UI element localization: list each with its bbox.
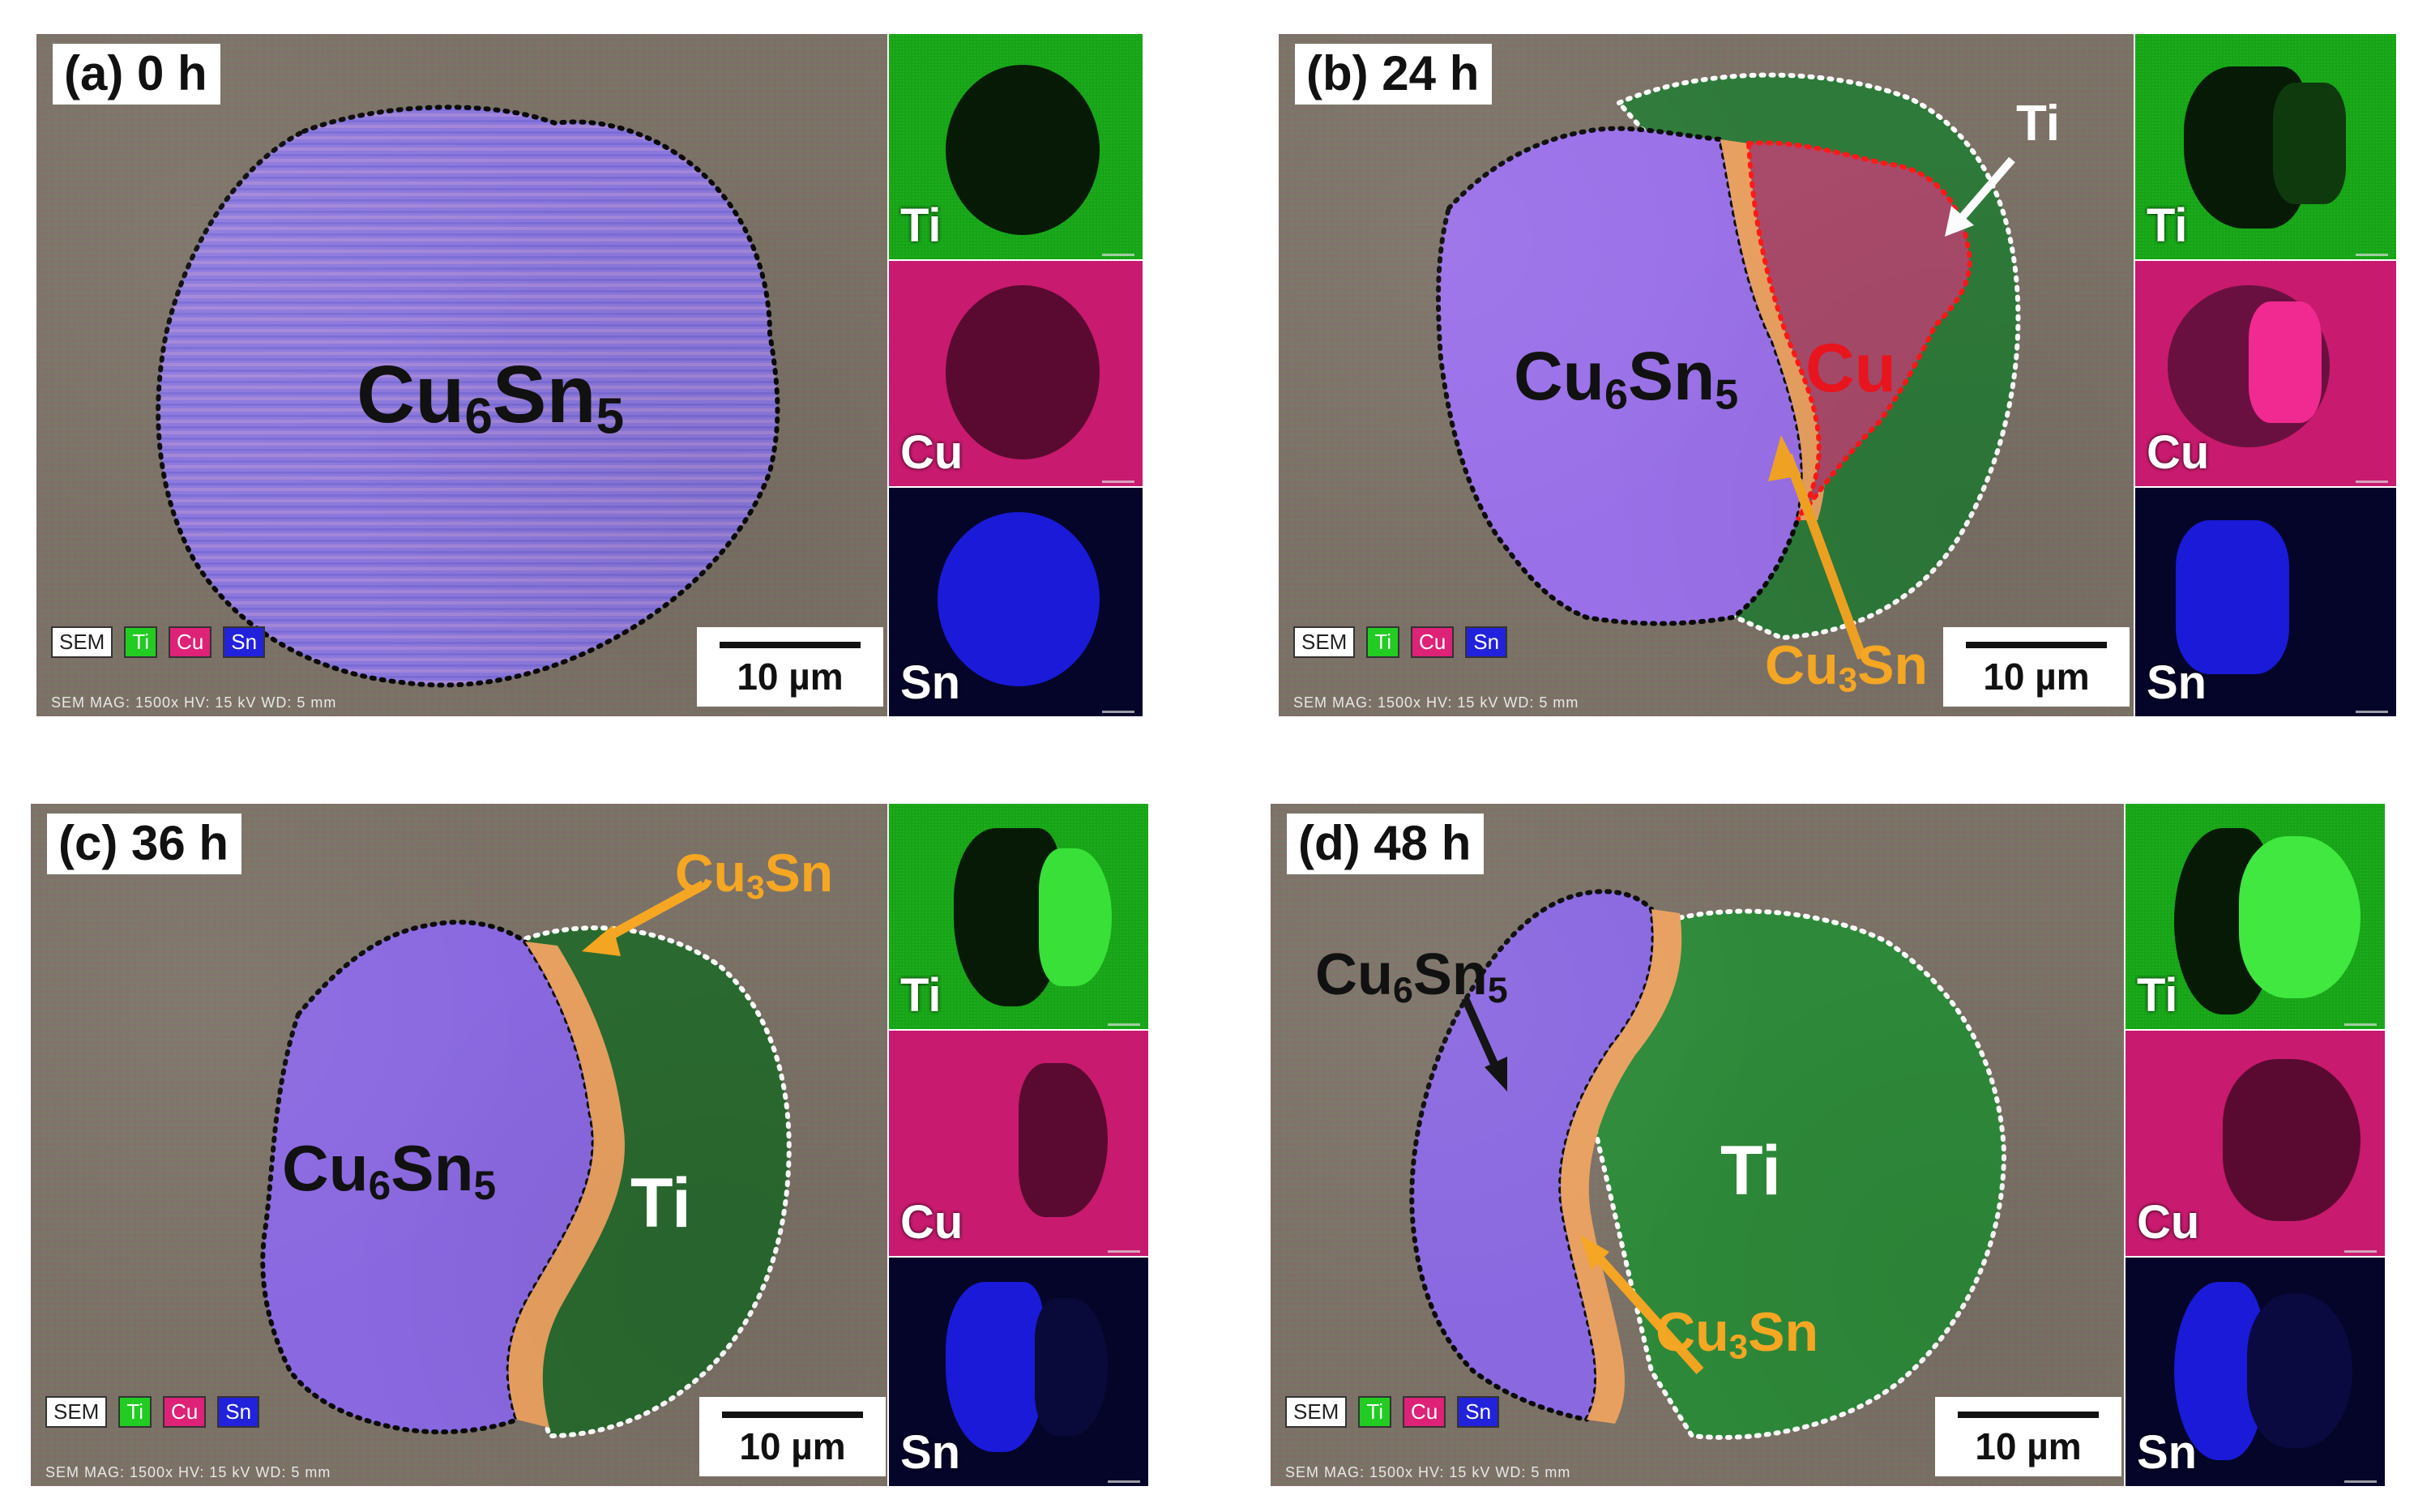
ti-map-label: Ti xyxy=(2147,199,2188,252)
cu3sn-region xyxy=(508,942,625,1428)
panel-title: (d) 48 h xyxy=(1287,814,1485,874)
sn-map-label: Sn xyxy=(900,656,961,709)
legend-ti: Ti xyxy=(1358,1396,1392,1428)
ti-region xyxy=(1591,908,2007,1440)
ti-map: Ti xyxy=(2126,804,2385,1029)
sn-map-label: Sn xyxy=(2147,656,2207,709)
sem-image-b: (b) 24 h Cu6Sn5 Cu Ti Cu3Sn SEM Ti Cu Sn… xyxy=(1279,34,2134,716)
legend-ti: Ti xyxy=(124,626,158,658)
label-cu3sn: Cu3Sn xyxy=(1656,1301,1819,1366)
label-ti: Ti xyxy=(2016,96,2060,152)
arrow-cu3sn xyxy=(600,880,706,945)
cu6sn5-region xyxy=(1436,126,1805,626)
label-cu3sn: Cu3Sn xyxy=(675,843,834,906)
legend-cu: Cu xyxy=(1403,1396,1446,1428)
micrograph-c xyxy=(260,880,792,1439)
ti-map-label: Ti xyxy=(900,199,942,252)
sn-map: Sn xyxy=(889,488,1143,716)
micrograph-d xyxy=(1409,889,2007,1440)
sem-footer: SEM MAG: 1500x HV: 15 kV WD: 5 mm xyxy=(45,1464,331,1480)
ti-map: Ti xyxy=(889,34,1143,259)
scale-bar: 10 µm xyxy=(697,627,883,707)
cu-map: Cu xyxy=(889,1031,1148,1256)
cu-map-label: Cu xyxy=(900,426,963,479)
label-cu6sn5: Cu6Sn5 xyxy=(282,1132,497,1208)
cu3sn-region xyxy=(1720,139,1826,520)
ti-map-label: Ti xyxy=(2137,969,2178,1022)
cu-map-label: Cu xyxy=(2147,426,2210,479)
label-cu6sn5: Cu6Sn5 xyxy=(1514,338,1739,419)
scale-bar: 10 µm xyxy=(1943,627,2130,707)
micrograph-a xyxy=(156,105,780,688)
scale-bar-label: 10 µm xyxy=(1975,1425,2082,1467)
sn-map-label: Sn xyxy=(900,1426,961,1479)
panel-title: (a) 0 h xyxy=(53,44,220,105)
sem-footer: SEM MAG: 1500x HV: 15 kV WD: 5 mm xyxy=(1285,1464,1571,1480)
panel-title: (b) 24 h xyxy=(1295,44,1493,105)
sn-map-label: Sn xyxy=(2137,1426,2198,1479)
arrow-ti xyxy=(1956,156,2015,224)
color-legend: SEM Ti Cu Sn xyxy=(1285,1396,1500,1428)
cu-map: Cu xyxy=(2135,261,2396,486)
legend-sem: SEM xyxy=(1293,626,1356,658)
cu3sn-region xyxy=(1561,909,1682,1424)
legend-sem: SEM xyxy=(45,1396,108,1428)
color-legend: SEM Ti Cu Sn xyxy=(1293,626,1508,658)
scale-bar-label: 10 µm xyxy=(1983,656,2090,698)
arrow-cu3sn xyxy=(1783,453,1867,660)
sn-map: Sn xyxy=(889,1258,1148,1486)
label-cu3sn: Cu3Sn xyxy=(1765,634,1929,699)
legend-sn: Sn xyxy=(1465,626,1508,658)
sem-footer: SEM MAG: 1500x HV: 15 kV WD: 5 mm xyxy=(1293,694,1579,711)
label-ti: Ti xyxy=(630,1164,691,1242)
color-legend: SEM Ti Cu Sn xyxy=(45,1396,260,1428)
sem-image-d: (d) 48 h Cu6Sn5 Ti Cu3Sn SEM Ti Cu Sn SE… xyxy=(1271,804,2124,1486)
arrow-cu3sn xyxy=(1591,1249,1704,1375)
label-ti: Ti xyxy=(1720,1132,1781,1210)
cu-map: Cu xyxy=(2126,1031,2385,1256)
legend-cu: Cu xyxy=(163,1396,207,1428)
legend-sem: SEM xyxy=(51,626,113,658)
ti-map: Ti xyxy=(889,804,1148,1029)
legend-cu: Cu xyxy=(169,626,212,658)
label-cu6sn5: Cu6Sn5 xyxy=(1315,942,1508,1010)
sem-footer: SEM MAG: 1500x HV: 15 kV WD: 5 mm xyxy=(51,694,337,711)
color-legend: SEM Ti Cu Sn xyxy=(51,626,266,658)
legend-sn: Sn xyxy=(223,626,266,658)
ti-map: Ti xyxy=(2135,34,2396,259)
legend-sn: Sn xyxy=(217,1396,260,1428)
cu-map-label: Cu xyxy=(900,1196,963,1249)
legend-sn: Sn xyxy=(1457,1396,1500,1428)
sem-image-a: (a) 0 h Cu6Sn5 SEM Ti Cu Sn SEM MAG: 150… xyxy=(36,34,887,716)
scale-bar-label: 10 µm xyxy=(739,1425,846,1467)
panel-title: (c) 36 h xyxy=(47,814,242,874)
scale-bar: 10 µm xyxy=(699,1397,886,1476)
legend-sem: SEM xyxy=(1285,1396,1348,1428)
sn-map: Sn xyxy=(2135,488,2396,716)
label-cu: Cu xyxy=(1805,330,1896,406)
cu-region xyxy=(1745,140,1972,522)
legend-ti: Ti xyxy=(118,1396,152,1428)
legend-ti: Ti xyxy=(1366,626,1400,658)
micrograph-b xyxy=(1436,72,2021,660)
label-cu6sn5: Cu6Sn5 xyxy=(357,349,625,445)
sem-image-c: (c) 36 h Cu3Sn Cu6Sn5 Ti SEM Ti Cu Sn SE… xyxy=(31,804,887,1486)
cu6sn5-region xyxy=(260,920,596,1435)
cu-map-label: Cu xyxy=(2137,1196,2200,1249)
ti-map-label: Ti xyxy=(900,969,942,1022)
scale-bar: 10 µm xyxy=(1935,1397,2121,1476)
legend-cu: Cu xyxy=(1411,626,1455,658)
sn-map: Sn xyxy=(2126,1258,2385,1486)
scale-bar-label: 10 µm xyxy=(737,656,844,698)
arrow-cu6sn5 xyxy=(1461,996,1502,1074)
cu-map: Cu xyxy=(889,261,1143,486)
cu6sn5-region xyxy=(156,105,780,688)
